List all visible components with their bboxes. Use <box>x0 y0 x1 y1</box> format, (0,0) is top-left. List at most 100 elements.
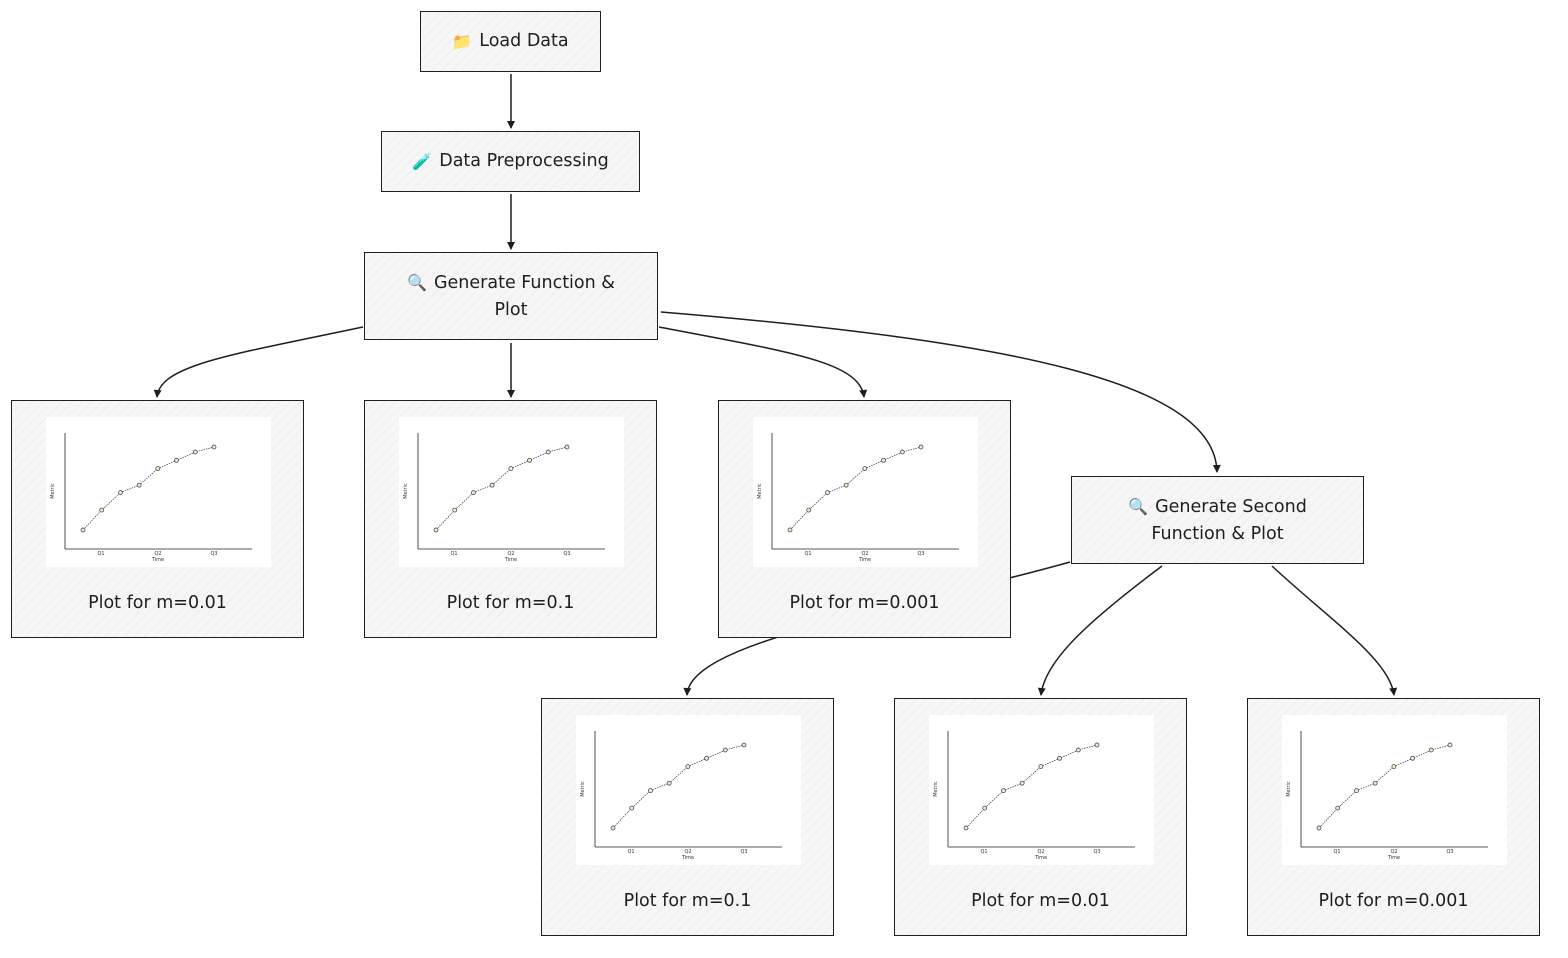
magnifier-icon: 🔍 <box>407 272 427 292</box>
plot-caption: Plot for m=0.01 <box>971 891 1110 911</box>
plot-card[interactable]: Q1 Q2 Q3 Time Metric Plot for m=0.1 <box>364 400 657 638</box>
data-point <box>741 742 747 748</box>
x-tick-label: Q1 <box>980 849 987 855</box>
x-tick-label: Q3 <box>1446 849 1453 855</box>
data-point <box>1428 747 1434 753</box>
plot-thumbnail-svg: Q1 Q2 Q3 Time Metric <box>933 731 1135 861</box>
x-tick-label: Q1 <box>450 551 457 557</box>
data-point <box>806 507 812 513</box>
data-point <box>629 805 635 811</box>
generate-function-label-line1: Generate Function & <box>433 272 615 293</box>
data-point <box>1391 764 1397 769</box>
folder-icon: 📁 <box>452 32 473 51</box>
series-line <box>82 446 215 531</box>
x-tick-label: Q3 <box>740 849 747 855</box>
x-axis-label: Time <box>504 557 517 563</box>
data-point <box>899 449 905 455</box>
data-point <box>1019 780 1025 786</box>
generate-second-label-line2: Function & Plot <box>1151 523 1284 544</box>
data-point <box>192 449 198 455</box>
test-tube-icon: 🧪 <box>412 152 433 171</box>
y-axis-label: Metric <box>580 781 586 797</box>
magnifier-icon: 🔍 <box>1128 496 1149 516</box>
x-tick-label: Q1 <box>627 849 634 855</box>
generate-second-function-node[interactable]: 🔍 Generate Second Function & Plot <box>1071 476 1364 564</box>
plot-caption: Plot for m=0.001 <box>789 593 940 613</box>
series-line <box>1318 744 1451 829</box>
y-axis-label: Metric <box>50 483 56 499</box>
generate-function-node[interactable]: 🔍 Generate Function & Plot <box>364 252 658 340</box>
x-axis-label: Time <box>151 557 164 563</box>
x-tick-label: Q2 <box>1390 849 1397 855</box>
series-line <box>965 744 1098 829</box>
data-point <box>722 747 728 753</box>
plot-card[interactable]: Q1 Q2 Q3 Time Metric Plot for m=0.001 <box>718 400 1011 638</box>
data-point <box>648 788 653 794</box>
plot-card[interactable]: Q1 Q2 Q3 Time Metric Plot for m=0.001 <box>1247 698 1540 936</box>
x-axis-label: Time <box>1387 855 1400 861</box>
plot-card[interactable]: Q1 Q2 Q3 Time Metric Plot for m=0.01 <box>11 400 304 638</box>
plot-caption: Plot for m=0.1 <box>623 891 752 911</box>
y-axis-label: Metric <box>1286 781 1292 797</box>
y-axis-label: Metric <box>403 483 409 499</box>
series-line <box>612 744 745 829</box>
data-point <box>881 457 886 463</box>
data-point <box>99 507 105 513</box>
x-axis-label: Time <box>1034 855 1047 861</box>
data-preprocessing-node[interactable]: 🧪 Data Preprocessing <box>381 131 640 192</box>
arrow-generate-to-plot1 <box>153 326 364 398</box>
generate-function-label-line2: Plot <box>494 299 528 320</box>
x-tick-label: Q2 <box>507 551 514 557</box>
data-preprocessing-label: Data Preprocessing <box>439 151 609 171</box>
data-point <box>433 527 439 533</box>
data-point <box>1410 755 1415 761</box>
x-axis-label: Time <box>858 557 871 563</box>
generate-second-label-line1: Generate Second <box>1155 496 1307 517</box>
x-tick-label: Q2 <box>684 849 691 855</box>
data-point <box>666 780 672 786</box>
plot-caption: Plot for m=0.1 <box>446 593 575 613</box>
data-point <box>136 482 142 488</box>
data-point <box>787 527 793 533</box>
x-tick-label: Q2 <box>1037 849 1044 855</box>
y-axis-label: Metric <box>933 781 939 797</box>
data-point <box>862 466 868 471</box>
data-point <box>1075 747 1081 753</box>
data-point <box>452 507 458 513</box>
x-tick-label: Q1 <box>1333 849 1340 855</box>
data-point <box>527 457 532 463</box>
plot-thumbnail-svg: Q1 Q2 Q3 Time Metric <box>50 433 252 563</box>
load-data-label: Load Data <box>479 31 569 51</box>
plot-thumbnail: Q1 Q2 Q3 Time Metric <box>929 715 1154 865</box>
plot-card[interactable]: Q1 Q2 Q3 Time Metric Plot for m=0.01 <box>894 698 1187 936</box>
x-tick-label: Q1 <box>804 551 811 557</box>
x-axis-label: Time <box>681 855 694 861</box>
data-point <box>174 457 179 463</box>
load-data-node[interactable]: 📁 Load Data <box>420 11 601 72</box>
plot-caption: Plot for m=0.001 <box>1318 891 1469 911</box>
data-point <box>1094 742 1100 748</box>
plot-caption: Plot for m=0.01 <box>88 593 227 613</box>
x-tick-label: Q1 <box>97 551 104 557</box>
data-point <box>211 444 217 450</box>
data-point <box>1354 788 1359 794</box>
data-point <box>508 466 514 471</box>
series-line <box>435 446 568 531</box>
data-point <box>982 805 988 811</box>
data-point <box>843 482 849 488</box>
data-point <box>489 482 495 488</box>
plot-thumbnail: Q1 Q2 Q3 Time Metric <box>399 417 624 567</box>
data-point <box>1335 805 1341 811</box>
plot-thumbnail: Q1 Q2 Q3 Time Metric <box>576 715 801 865</box>
arrow-generate-to-plot3 <box>658 326 868 398</box>
arrow-generate2-to-plot5 <box>1037 565 1163 696</box>
data-point <box>1057 755 1062 761</box>
data-point <box>1038 764 1044 769</box>
data-point <box>704 755 709 761</box>
plot-thumbnail-svg: Q1 Q2 Q3 Time Metric <box>1286 731 1488 861</box>
data-point <box>545 449 551 455</box>
x-tick-label: Q2 <box>154 551 161 557</box>
plot-thumbnail-svg: Q1 Q2 Q3 Time Metric <box>757 433 959 563</box>
data-point <box>564 444 570 450</box>
plot-card[interactable]: Q1 Q2 Q3 Time Metric Plot for m=0.1 <box>541 698 834 936</box>
